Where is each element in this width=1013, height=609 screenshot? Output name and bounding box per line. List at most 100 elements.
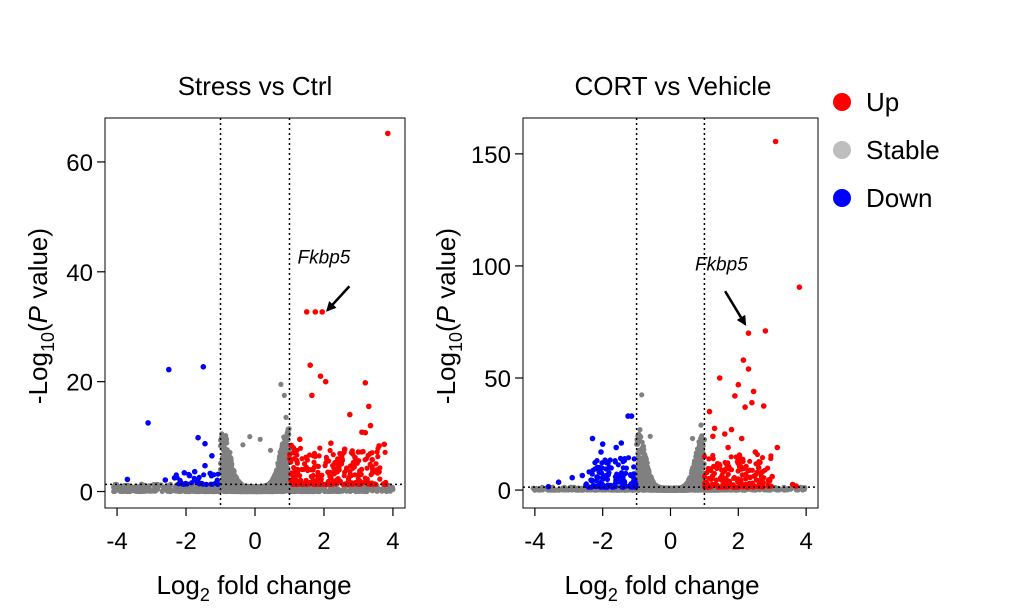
up-point — [745, 366, 752, 372]
up-point — [745, 468, 751, 474]
up-point — [704, 470, 710, 476]
up-point — [735, 460, 742, 467]
stable-point — [229, 461, 235, 467]
stable-point — [281, 392, 287, 398]
stable-point — [227, 471, 233, 477]
stable-point — [698, 422, 704, 428]
annotation-arrow — [326, 285, 351, 312]
stable-point — [208, 488, 215, 494]
y-axis-label: -Log10(P value) — [431, 228, 466, 404]
down-point — [604, 476, 611, 482]
up-point — [356, 471, 362, 477]
up-point — [291, 456, 297, 462]
down-point — [214, 477, 220, 483]
up-point — [711, 425, 718, 432]
stable-point — [694, 462, 701, 468]
stable-point — [698, 435, 704, 441]
stable-point — [639, 392, 645, 398]
up-point — [330, 452, 336, 458]
up-point — [290, 481, 296, 487]
up-point — [316, 453, 322, 459]
up-point — [735, 468, 741, 474]
up-point — [731, 475, 737, 482]
up-point — [385, 130, 391, 137]
down-point — [613, 444, 619, 451]
stable-point — [690, 472, 696, 478]
up-point — [758, 472, 764, 478]
up-point — [311, 459, 317, 465]
up-point — [347, 473, 353, 479]
stable-point — [196, 488, 202, 494]
up-point — [357, 478, 363, 484]
up-point — [367, 451, 373, 457]
up-point — [377, 476, 383, 482]
up-point — [716, 462, 723, 469]
up-point — [709, 473, 716, 479]
stable-point — [785, 486, 791, 492]
x-tick-label: 4 — [386, 528, 399, 555]
stable-point — [697, 454, 703, 460]
down-point — [209, 453, 215, 459]
x-tick-label: -4 — [524, 528, 545, 555]
up-point — [376, 443, 382, 449]
stable-point — [696, 449, 702, 456]
up-point — [728, 426, 735, 433]
stable-point — [282, 488, 288, 494]
stable-point — [642, 475, 648, 481]
up-point — [339, 461, 345, 467]
up-point — [705, 465, 711, 472]
up-point — [341, 446, 348, 453]
up-point — [728, 454, 734, 460]
up-point — [725, 471, 731, 477]
stable-point — [123, 488, 129, 494]
up-point — [366, 403, 372, 410]
down-point — [191, 468, 198, 475]
down-point — [615, 462, 621, 468]
up-point — [738, 435, 745, 442]
up-point — [296, 478, 303, 484]
up-point — [381, 441, 388, 448]
up-point — [701, 473, 708, 480]
up-point — [342, 469, 348, 475]
legend-item-down: Down — [833, 174, 940, 222]
stable-point — [561, 487, 567, 493]
up-point — [701, 454, 708, 460]
down-point — [605, 460, 611, 466]
down-point — [628, 413, 635, 419]
y-tick-label: 0 — [498, 478, 511, 505]
up-point — [719, 467, 725, 473]
down-point — [569, 474, 575, 481]
stable-point — [292, 487, 299, 493]
down-point — [145, 420, 151, 426]
stable-point — [154, 481, 160, 487]
stable-point — [261, 484, 267, 490]
down-point — [579, 472, 586, 479]
stable-point — [338, 487, 344, 493]
stable-point — [777, 487, 783, 493]
up-point — [367, 461, 373, 467]
stable-point — [202, 485, 208, 491]
stable-point — [240, 442, 246, 448]
up-point — [762, 467, 768, 473]
plot-area — [530, 138, 808, 493]
up-point — [363, 479, 369, 485]
up-point — [346, 479, 352, 485]
stable-point — [668, 487, 674, 493]
plot-frame — [104, 117, 406, 509]
up-point — [310, 467, 316, 473]
up-point — [375, 470, 381, 476]
legend-label-down: Down — [866, 182, 933, 213]
up-point — [319, 472, 325, 478]
y-tick-label: 50 — [484, 366, 511, 393]
stable-point — [276, 488, 282, 494]
stable-point — [257, 488, 263, 494]
up-point — [362, 457, 368, 463]
stable-point — [278, 448, 284, 455]
up-point — [312, 309, 319, 315]
up-point — [327, 472, 333, 478]
up-point — [752, 449, 759, 455]
up-point — [730, 483, 736, 489]
down-point — [201, 472, 207, 478]
up-point — [344, 465, 350, 471]
down-point — [202, 462, 208, 469]
